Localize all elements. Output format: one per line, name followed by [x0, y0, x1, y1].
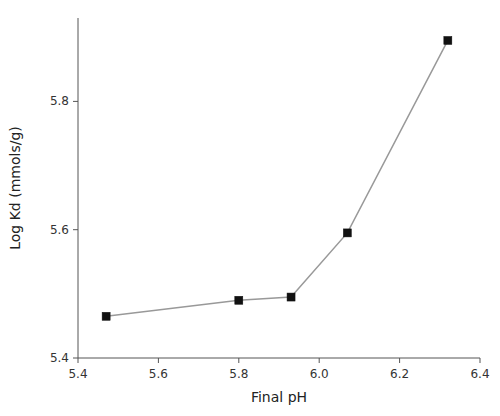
x-axis-line [78, 358, 480, 359]
y-tick [73, 229, 78, 230]
x-tick [158, 358, 159, 363]
marker [444, 36, 452, 44]
x-tick-label: 6.0 [310, 367, 329, 381]
x-tick [238, 358, 239, 363]
line [106, 40, 448, 316]
y-tick [73, 101, 78, 102]
x-tick-label: 5.6 [149, 367, 168, 381]
x-ticks: 5.4 5.6 5.8 6.0 6.2 6.4 [68, 358, 489, 381]
x-tick [78, 358, 79, 363]
marker [343, 229, 351, 237]
x-tick [319, 358, 320, 363]
y-tick [73, 358, 78, 359]
x-tick-label: 5.8 [229, 367, 248, 381]
y-tick-label: 5.8 [50, 94, 69, 108]
x-tick [399, 358, 400, 363]
x-tick-label: 5.4 [68, 367, 87, 381]
y-axis-label: Log Kd (mmols/g) [7, 126, 23, 250]
x-axis-label: Final pH [251, 389, 307, 405]
marker [102, 312, 110, 320]
y-ticks: 5.4 5.6 5.8 [50, 94, 78, 365]
x-tick-label: 6.4 [470, 367, 489, 381]
y-tick-label: 5.4 [50, 351, 69, 365]
x-tick [480, 358, 481, 363]
x-tick-label: 6.2 [390, 367, 409, 381]
marker [287, 293, 295, 301]
y-axis-line [78, 18, 79, 358]
chart: 5.45.65.86.06.26.45.45.65.8Final pHLog K… [0, 0, 500, 416]
plot-area [102, 36, 452, 320]
marker [235, 296, 243, 304]
y-tick-label: 5.6 [50, 223, 69, 237]
